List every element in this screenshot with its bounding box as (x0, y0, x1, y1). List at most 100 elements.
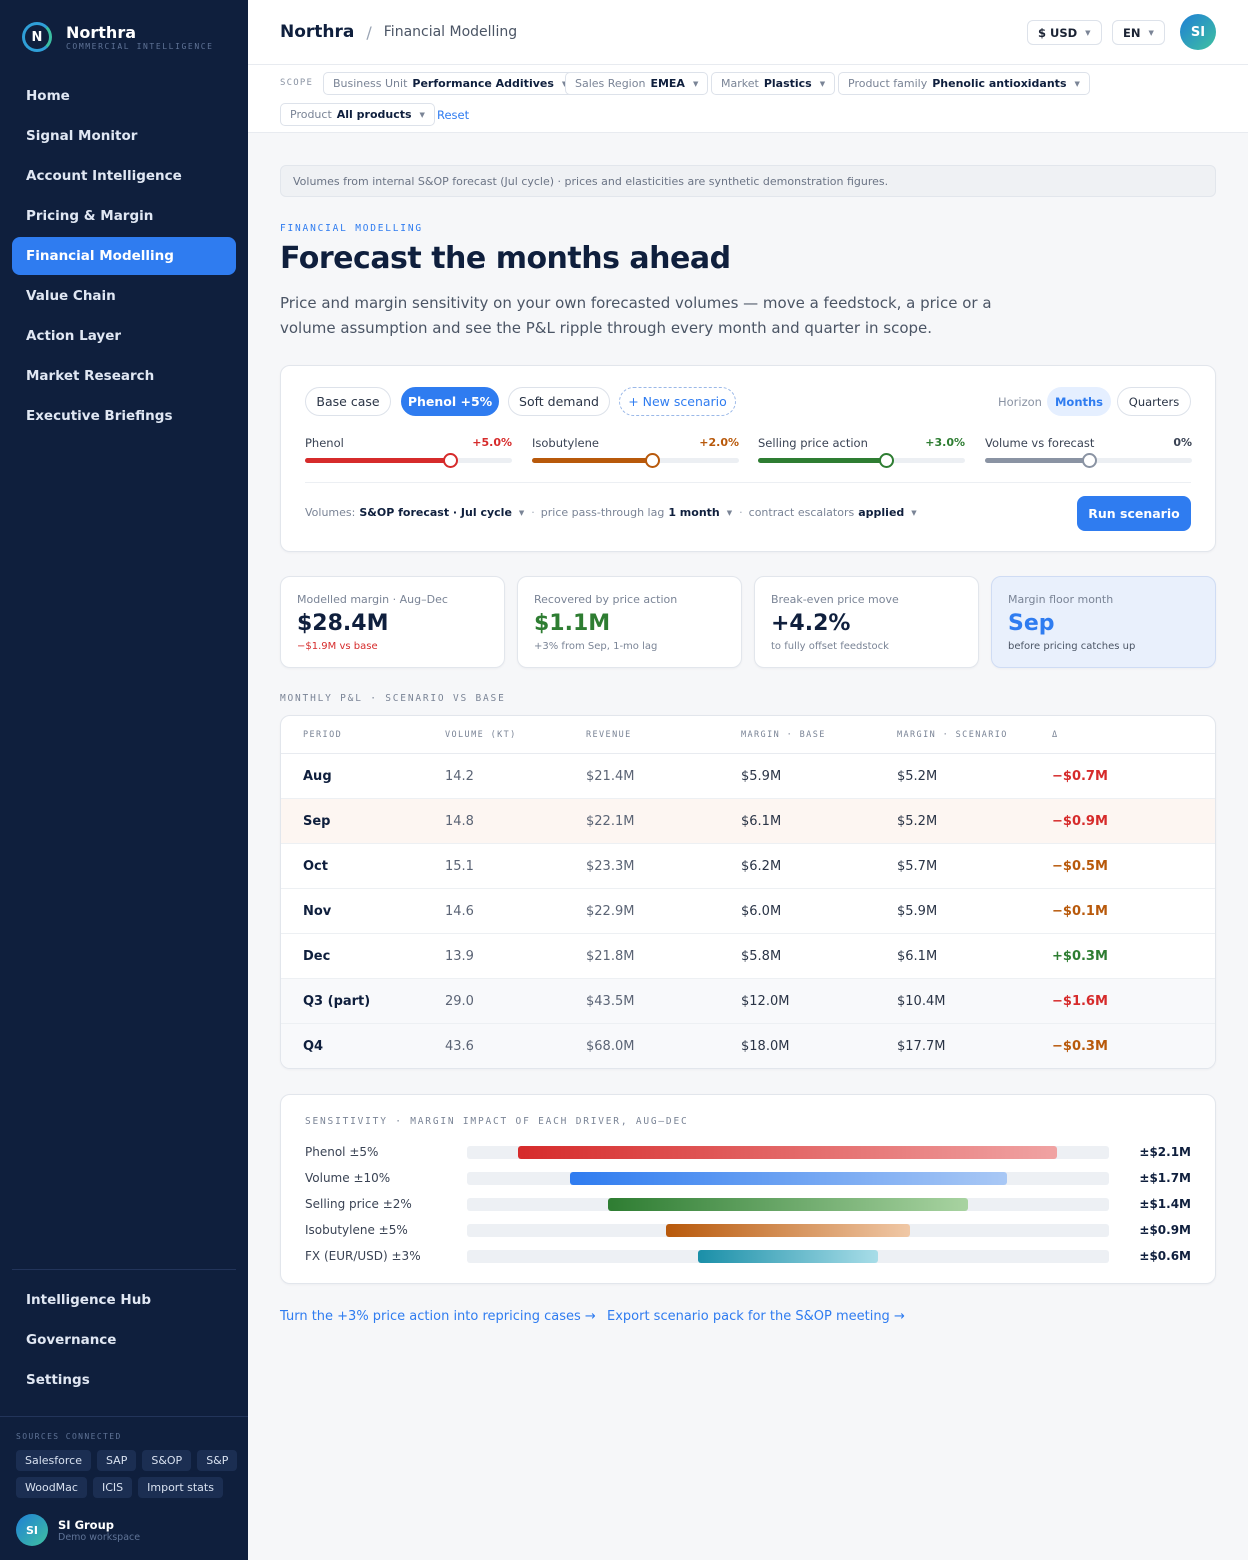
lag-label: price pass-through lag (540, 506, 665, 519)
source-chip-sap[interactable]: SAP (96, 1450, 137, 1471)
run-scenario-button[interactable]: Run scenario (1077, 496, 1191, 531)
table-row[interactable]: Sep 14.8 $22.1M $6.1M $5.2M −$0.9M (281, 799, 1215, 844)
language-select[interactable]: EN ▼ (1112, 20, 1165, 45)
table-row[interactable]: Nov 14.6 $22.9M $6.0M $5.9M −$0.1M (281, 889, 1215, 934)
table-row[interactable]: Aug 14.2 $21.4M $5.9M $5.2M −$0.7M (281, 754, 1215, 799)
kpi-recovered-by-price: Recovered by price action $1.1M +3% from… (517, 576, 742, 668)
sidebar-item-intelligence-hub[interactable]: Intelligence Hub (26, 1292, 151, 1308)
table-row[interactable]: Oct 15.1 $23.3M $6.2M $5.7M −$0.5M (281, 844, 1215, 889)
lag-select[interactable]: 1 month (668, 506, 720, 519)
scenario-tab-base-case[interactable]: Base case (305, 387, 391, 416)
sidebar-item-action-layer[interactable]: Action Layer (26, 328, 122, 344)
cell-period: Nov (303, 904, 332, 919)
sidebar-item-signal-monitor[interactable]: Signal Monitor (26, 128, 138, 144)
scope-bar: SCOPE Business Unit Performance Additives… (248, 65, 1248, 133)
escalators-label: contract escalators (748, 506, 855, 519)
sidebar-item-home[interactable]: Home (26, 88, 70, 104)
sidebar-item-value-chain[interactable]: Value Chain (26, 288, 116, 304)
filter-value: Phenolic antioxidants (932, 77, 1067, 90)
sensitivity-row-isobutylene: Isobutylene ±5% ±$0.9M (305, 1223, 1191, 1238)
export-scenario-pack-link[interactable]: Export scenario pack for the S&OP meetin… (607, 1309, 905, 1324)
source-chip-salesforce[interactable]: Salesforce (16, 1450, 91, 1471)
filter-key: Business Unit (333, 77, 408, 90)
sidebar-item-governance[interactable]: Governance (26, 1332, 117, 1348)
source-chip-sop[interactable]: S&OP (142, 1450, 192, 1471)
repricing-cases-link[interactable]: Turn the +3% price action into repricing… (280, 1309, 596, 1324)
sources-label: SOURCES CONNECTED (16, 1432, 122, 1441)
cell-revenue: $22.9M (586, 904, 635, 919)
sensitivity-bar (698, 1250, 878, 1263)
new-scenario-button[interactable]: + New scenario (619, 387, 736, 416)
cell-period: Aug (303, 769, 332, 784)
horizon-label: Horizon (998, 395, 1042, 409)
source-chip-sp[interactable]: S&P (197, 1450, 238, 1471)
scope-filter-product-family[interactable]: Product family Phenolic antioxidants ▼ (838, 72, 1090, 95)
slider-selling-price[interactable]: Selling price action +3.0% (758, 436, 965, 468)
kpi-subtext: to fully offset feedstock (771, 641, 889, 652)
source-chip-icis[interactable]: ICIS (92, 1477, 133, 1498)
slider-volume[interactable]: Volume vs forecast 0% (985, 436, 1192, 468)
slider-label: Phenol (305, 436, 344, 450)
scope-filter-product[interactable]: Product All products ▼ (280, 103, 435, 126)
table-row[interactable]: Q3 (part) 29.0 $43.5M $12.0M $10.4M −$1.… (281, 979, 1215, 1024)
driver-impact: ±$0.6M (1139, 1249, 1191, 1263)
sidebar-item-settings[interactable]: Settings (26, 1372, 90, 1388)
filter-value: Plastics (763, 77, 812, 90)
escalators-select[interactable]: applied (858, 506, 905, 519)
breadcrumb-root[interactable]: Northra (280, 22, 355, 42)
filter-key: Product family (848, 77, 928, 90)
cell-revenue: $43.5M (586, 994, 635, 1009)
scope-filter-business-unit[interactable]: Business Unit Performance Additives ▼ (323, 72, 578, 95)
cell-delta: −$0.7M (1052, 769, 1108, 784)
slider-isobutylene[interactable]: Isobutylene +2.0% (532, 436, 739, 468)
column-header: MARGIN · BASE (741, 730, 826, 740)
sidebar-item-financial-modelling[interactable]: Financial Modelling (12, 237, 236, 275)
sensitivity-track (467, 1224, 1109, 1237)
cell-period: Oct (303, 859, 328, 874)
scenario-tab-phenol[interactable]: Phenol +5% (401, 387, 499, 416)
kpi-value: +4.2% (771, 611, 851, 636)
horizon-quarters-toggle[interactable]: Quarters (1117, 387, 1191, 416)
sensitivity-panel: SENSITIVITY · MARGIN IMPACT OF EACH DRIV… (280, 1094, 1216, 1284)
driver-impact: ±$1.4M (1139, 1197, 1191, 1211)
column-header: Δ (1052, 730, 1059, 740)
scope-filter-sales-region[interactable]: Sales Region EMEA ▼ (565, 72, 709, 95)
sidebar-item-account-intelligence[interactable]: Account Intelligence (26, 168, 182, 184)
sidebar-item-pricing-margin[interactable]: Pricing & Margin (26, 208, 154, 224)
filter-value: EMEA (650, 77, 685, 90)
workspace-switcher[interactable]: SI SI Group Demo workspace (16, 1514, 140, 1546)
slider-handle[interactable] (1082, 453, 1097, 468)
chevron-down-icon: ▼ (911, 508, 917, 517)
scope-reset-link[interactable]: Reset (437, 108, 470, 122)
sidebar-item-market-research[interactable]: Market Research (26, 368, 155, 384)
page-description: Price and margin sensitivity on your own… (280, 294, 992, 337)
chevron-down-icon: ▼ (1148, 28, 1154, 37)
currency-select[interactable]: $ USD ▼ (1027, 20, 1102, 45)
kpi-label: Margin floor month (1008, 593, 1114, 606)
cell-revenue: $22.1M (586, 814, 635, 829)
brand-tagline: COMMERCIAL INTELLIGENCE (66, 41, 214, 51)
source-chip-woodmac[interactable]: WoodMac (16, 1477, 87, 1498)
slider-handle[interactable] (879, 453, 894, 468)
source-chip-import-stats[interactable]: Import stats (138, 1477, 223, 1498)
brand[interactable]: N Northra COMMERCIAL INTELLIGENCE (22, 22, 214, 52)
chevron-down-icon: ▼ (819, 79, 826, 88)
slider-handle[interactable] (645, 453, 660, 468)
volumes-select[interactable]: S&OP forecast · Jul cycle (359, 506, 512, 519)
cell-margin-scenario: $5.9M (897, 904, 938, 919)
user-avatar[interactable]: SI (1180, 14, 1216, 50)
table-row[interactable]: Q4 43.6 $68.0M $18.0M $17.7M −$0.3M (281, 1024, 1215, 1068)
horizon-months-toggle[interactable]: Months (1047, 387, 1111, 416)
scope-filter-market[interactable]: Market Plastics ▼ (711, 72, 836, 95)
scenario-tab-soft-demand[interactable]: Soft demand (508, 387, 610, 416)
slider-phenol[interactable]: Phenol +5.0% (305, 436, 512, 468)
cell-delta: +$0.3M (1052, 949, 1108, 964)
breadcrumb-current: Financial Modelling (383, 24, 518, 40)
slider-handle[interactable] (443, 453, 458, 468)
slider-label: Isobutylene (532, 436, 599, 450)
chevron-down-icon: ▼ (562, 80, 567, 88)
table-row[interactable]: Dec 13.9 $21.8M $5.8M $6.1M +$0.3M (281, 934, 1215, 979)
sidebar-item-executive-briefings[interactable]: Executive Briefings (26, 408, 173, 424)
driver-impact: ±$1.7M (1139, 1171, 1191, 1185)
currency-value: $ USD (1038, 25, 1078, 40)
